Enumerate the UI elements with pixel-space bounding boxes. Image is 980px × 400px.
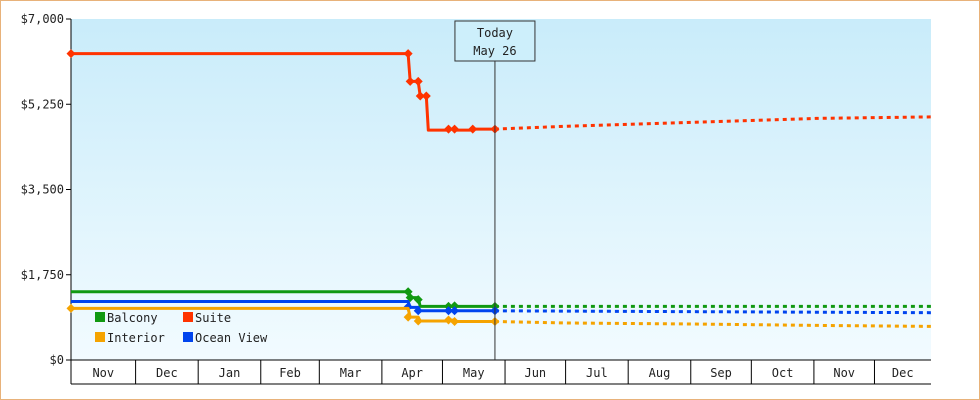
plot-area [71, 19, 931, 360]
month-label: Mar [340, 366, 362, 380]
data-point-suite [444, 124, 454, 134]
month-label: Jan [219, 366, 241, 380]
data-point-balcony [413, 295, 423, 305]
legend-label: Interior [107, 331, 165, 345]
data-point-interior [413, 316, 423, 326]
series-forecast-interior [494, 320, 932, 328]
y-tick-label: $5,250 [21, 97, 64, 111]
month-label: Nov [92, 366, 114, 380]
series-forecast-suite [494, 115, 932, 131]
data-point-balcony [405, 293, 415, 303]
series-line-ocean-view [71, 300, 495, 313]
today-label-box [454, 20, 536, 62]
data-point-interior [450, 317, 460, 327]
data-point-interior [444, 315, 454, 325]
data-point-interior [403, 312, 413, 322]
data-point-interior [66, 303, 76, 313]
legend-swatch [95, 332, 105, 342]
month-label: Dec [156, 366, 178, 380]
series-forecast-ocean-view [494, 309, 932, 315]
month-label: Jul [586, 366, 608, 380]
today-date-label: May 26 [473, 44, 516, 58]
y-tick-label: $1,750 [21, 268, 64, 282]
data-point-ocean-view [413, 306, 423, 316]
today-label: Today [477, 26, 513, 40]
month-label: Sep [710, 366, 732, 380]
legend-swatch [95, 312, 105, 322]
month-label: Apr [401, 366, 423, 380]
y-tick-label: $0 [50, 353, 64, 367]
data-point-balcony [450, 301, 460, 311]
data-point-suite [66, 49, 76, 59]
legend-label: Suite [195, 311, 231, 325]
y-tick-label: $7,000 [21, 12, 64, 26]
data-point-suite [415, 91, 425, 101]
month-label: May [463, 366, 485, 380]
legend-swatch [183, 332, 193, 342]
month-label: Oct [772, 366, 794, 380]
data-point-suite [450, 124, 460, 134]
month-label: Aug [649, 366, 671, 380]
legend-label: Ocean View [195, 331, 268, 345]
data-point-ocean-view [450, 306, 460, 316]
data-point-suite [405, 76, 415, 86]
data-point-suite [413, 76, 423, 86]
legend-swatch [183, 312, 193, 322]
y-tick-label: $3,500 [21, 183, 64, 197]
data-point-suite [468, 124, 478, 134]
month-label: Nov [833, 366, 855, 380]
data-point-suite [403, 49, 413, 59]
month-label: Feb [279, 366, 301, 380]
data-point-suite [421, 91, 431, 101]
legend-label: Balcony [107, 311, 158, 325]
month-label: Jun [524, 366, 546, 380]
data-point-ocean-view [444, 306, 454, 316]
month-label: Dec [892, 366, 914, 380]
